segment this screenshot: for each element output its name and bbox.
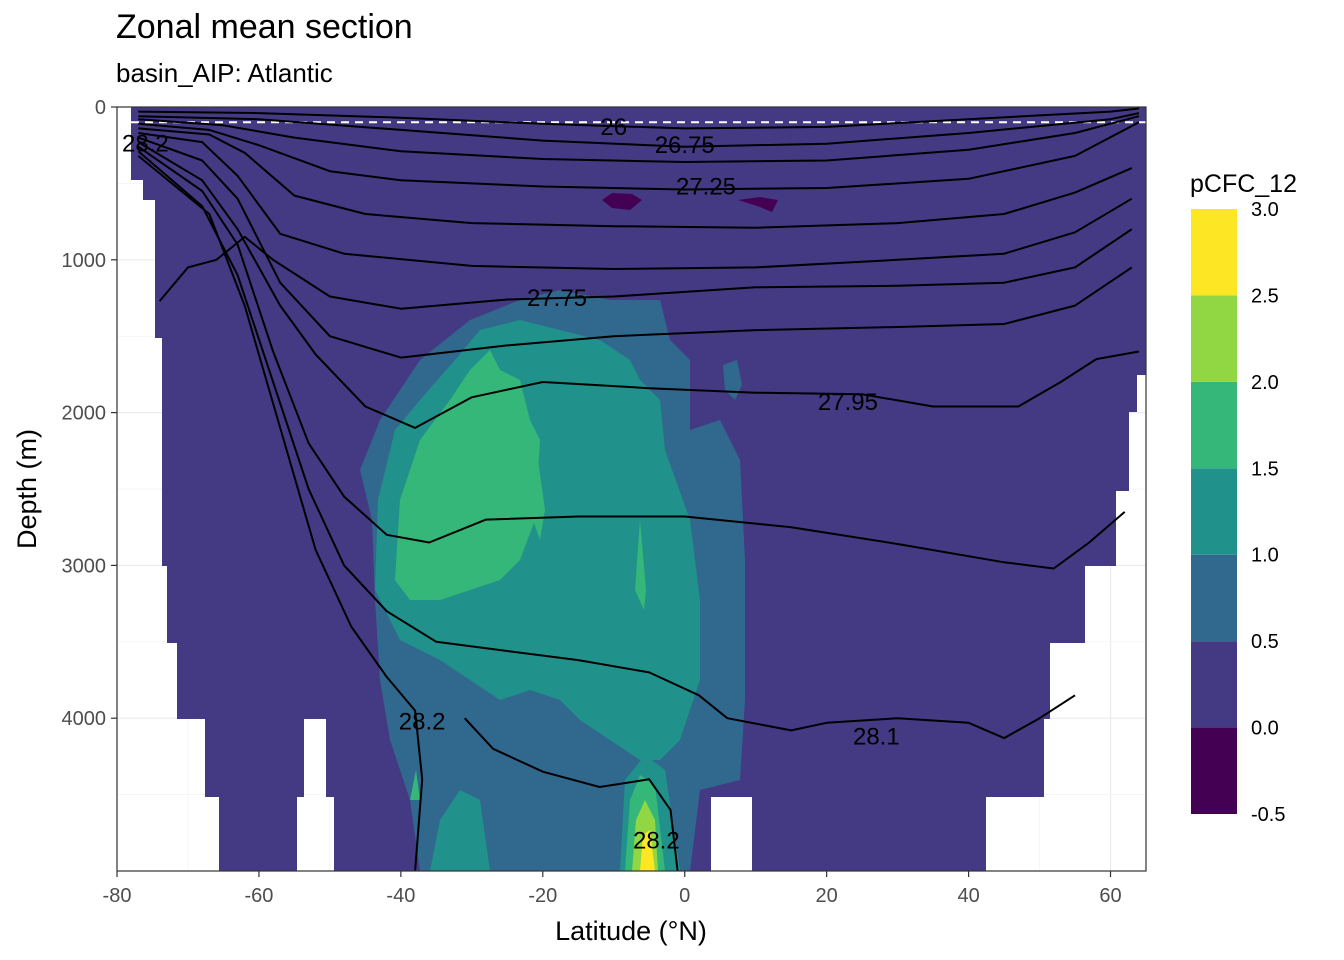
fill-level-5 xyxy=(640,830,655,871)
legend-label: 1.0 xyxy=(1251,545,1279,567)
fill-negative-a xyxy=(602,193,642,210)
legend-swatch xyxy=(1191,554,1237,642)
isopycnal-line xyxy=(138,107,1140,130)
isopycnal-label: 27.25 xyxy=(676,173,736,200)
x-tick-label: 40 xyxy=(957,885,979,907)
y-tick-label: 3000 xyxy=(62,555,107,577)
legend-swatch xyxy=(1191,641,1237,728)
x-tick-label: 60 xyxy=(1099,885,1121,907)
y-axis-title: Depth (m) xyxy=(12,429,42,549)
legend-label: 2.5 xyxy=(1251,285,1279,307)
fill-level-3c xyxy=(635,520,646,610)
legend-title: pCFC_12 xyxy=(1190,170,1297,198)
fill-level-3b xyxy=(533,460,545,540)
x-tick-label: 0 xyxy=(679,885,690,907)
fill-level-1b xyxy=(723,360,742,400)
isopycnal-line xyxy=(463,717,679,871)
isopycnal-line xyxy=(158,228,1133,310)
legend-swatch xyxy=(1191,468,1237,555)
isopycnal-label: 28.2 xyxy=(633,827,680,854)
isopycnal-line xyxy=(137,141,1140,429)
isopycnal-line xyxy=(137,150,1076,740)
chart-title: Zonal mean section xyxy=(116,8,413,46)
isopycnal-labels: 26 26.75 27.25 27.75 27.95 28.1 28.2 28.2 28.2 xyxy=(122,114,900,855)
x-axis-title: Latitude (°N) xyxy=(555,916,707,946)
legend-label: -0.5 xyxy=(1251,804,1285,826)
x-tick-label: -60 xyxy=(244,885,273,907)
isopycnal-label: 27.75 xyxy=(527,285,587,312)
legend-label: 3.0 xyxy=(1251,199,1279,221)
legend-colorbar xyxy=(1191,209,1237,814)
fill-negative-b xyxy=(738,197,778,212)
y-tick-label: 2000 xyxy=(62,403,107,425)
isopycnal-contours xyxy=(137,107,1140,871)
y-axis: 0 1000 2000 3000 4000 xyxy=(62,97,117,730)
panel-border xyxy=(116,106,1147,872)
isopycnal-line xyxy=(137,145,1126,570)
legend-label: 0.0 xyxy=(1251,718,1279,740)
isopycnal-line xyxy=(138,127,1133,229)
fill-level-2b xyxy=(430,790,490,871)
x-tick-label: -40 xyxy=(386,885,415,907)
isopycnal-label: 28.2 xyxy=(399,708,446,735)
chart-subtitle: basin_AIP: Atlantic xyxy=(116,58,333,88)
isopycnal-line xyxy=(138,112,1140,148)
legend-label: 2.0 xyxy=(1251,372,1279,394)
isopycnal-label: 28.1 xyxy=(853,724,900,751)
x-tick-label: 20 xyxy=(816,885,838,907)
isopycnal-line xyxy=(137,155,424,871)
legend-swatch xyxy=(1191,209,1237,296)
x-tick-label: -20 xyxy=(528,885,557,907)
isopycnal-label: 28.2 xyxy=(122,131,169,158)
legend-label: 0.5 xyxy=(1251,631,1279,653)
legend-label: 1.5 xyxy=(1251,458,1279,480)
fill-layers xyxy=(131,107,1146,871)
isopycnal-line xyxy=(138,115,1140,163)
legend-swatch xyxy=(1191,295,1237,382)
isopycnal-label: 26 xyxy=(600,114,627,141)
fill-level-3e xyxy=(410,770,420,800)
y-tick-label: 1000 xyxy=(62,250,107,272)
isopycnal-line xyxy=(138,121,1140,191)
x-tick-label: -80 xyxy=(103,885,132,907)
fill-level-3 xyxy=(395,350,540,600)
legend-swatch xyxy=(1191,727,1237,814)
legend-labels: -0.5 0.0 0.5 1.0 1.5 2.0 2.5 3.0 xyxy=(1251,199,1285,826)
legend-swatch xyxy=(1191,381,1237,469)
y-tick-label: 4000 xyxy=(62,708,107,730)
isopycnal-label: 27.95 xyxy=(818,389,878,416)
isopycnal-line xyxy=(137,136,1133,359)
x-axis: -80 -60 -40 -20 0 20 40 60 xyxy=(103,871,1122,907)
isopycnal-line xyxy=(138,132,1133,270)
y-tick-label: 0 xyxy=(95,97,106,119)
isopycnal-label: 26.75 xyxy=(655,132,715,159)
color-legend: pCFC_12 -0.5 0.0 0.5 1.0 1.5 2.0 2.5 3.0 xyxy=(1190,170,1297,826)
